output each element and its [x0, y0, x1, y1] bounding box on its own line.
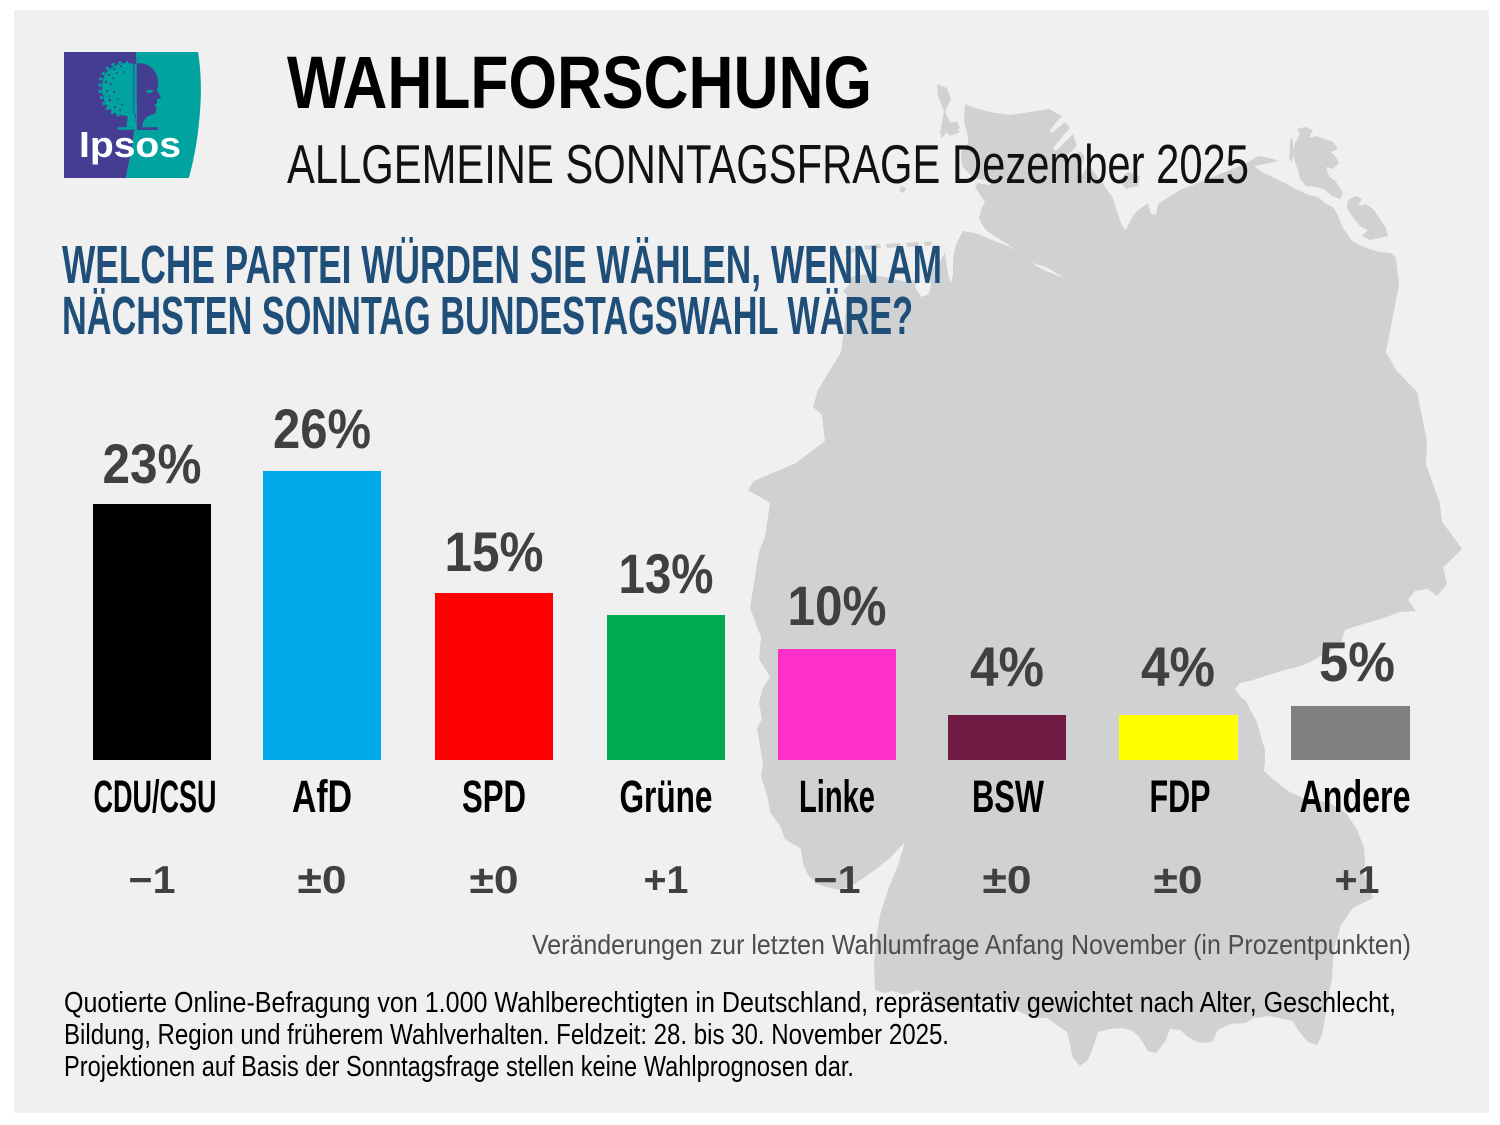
svg-text:±0: ±0: [983, 859, 1032, 902]
svg-text:+1: +1: [644, 859, 689, 902]
svg-text:23%: 23%: [103, 432, 202, 495]
svg-text:+1: +1: [1335, 859, 1380, 902]
svg-text:CDU/CSU: CDU/CSU: [94, 771, 217, 822]
svg-text:Andere: Andere: [1300, 771, 1411, 822]
svg-text:WAHLFORSCHUNG: WAHLFORSCHUNG: [287, 41, 872, 124]
svg-text:5%: 5%: [1319, 630, 1395, 693]
svg-text:Linke: Linke: [799, 771, 875, 822]
svg-text:Grüne: Grüne: [620, 771, 713, 822]
svg-text:AfD: AfD: [292, 771, 352, 822]
svg-text:BSW: BSW: [972, 771, 1044, 822]
svg-text:−1: −1: [129, 859, 176, 902]
svg-text:−1: −1: [814, 859, 861, 902]
svg-text:Ipsos: Ipsos: [79, 124, 181, 165]
svg-text:Veränderungen zur letzten Wahl: Veränderungen zur letzten Wahlumfrage An…: [532, 929, 1411, 960]
svg-text:±0: ±0: [1154, 859, 1203, 902]
svg-text:10%: 10%: [788, 574, 887, 637]
svg-text:4%: 4%: [970, 635, 1044, 698]
svg-text:Projektionen auf Basis der Son: Projektionen auf Basis der Sonntagsfrage…: [64, 1051, 854, 1083]
svg-text:WELCHE PARTEI WÜRDEN SIE WÄHLE: WELCHE PARTEI WÜRDEN SIE WÄHLEN, WENN AM: [62, 235, 942, 295]
svg-text:ALLGEMEINE SONNTAGSFRAGE Dezem: ALLGEMEINE SONNTAGSFRAGE Dezember 2025: [287, 133, 1249, 195]
svg-text:13%: 13%: [619, 542, 714, 605]
svg-text:26%: 26%: [273, 397, 371, 460]
svg-text:Quotierte Online-Befragung von: Quotierte Online-Befragung von 1.000 Wah…: [64, 987, 1396, 1019]
svg-text:NÄCHSTEN SONNTAG BUNDESTAGSWAH: NÄCHSTEN SONNTAG BUNDESTAGSWAHL WÄRE?: [62, 286, 913, 346]
svg-text:15%: 15%: [445, 520, 544, 583]
svg-text:±0: ±0: [298, 859, 347, 902]
svg-text:Bildung, Region und früherem W: Bildung, Region und früherem Wahlverhalt…: [64, 1019, 949, 1051]
svg-text:4%: 4%: [1141, 635, 1215, 698]
svg-text:±0: ±0: [470, 859, 519, 902]
svg-text:FDP: FDP: [1150, 771, 1211, 822]
svg-text:SPD: SPD: [462, 771, 526, 822]
